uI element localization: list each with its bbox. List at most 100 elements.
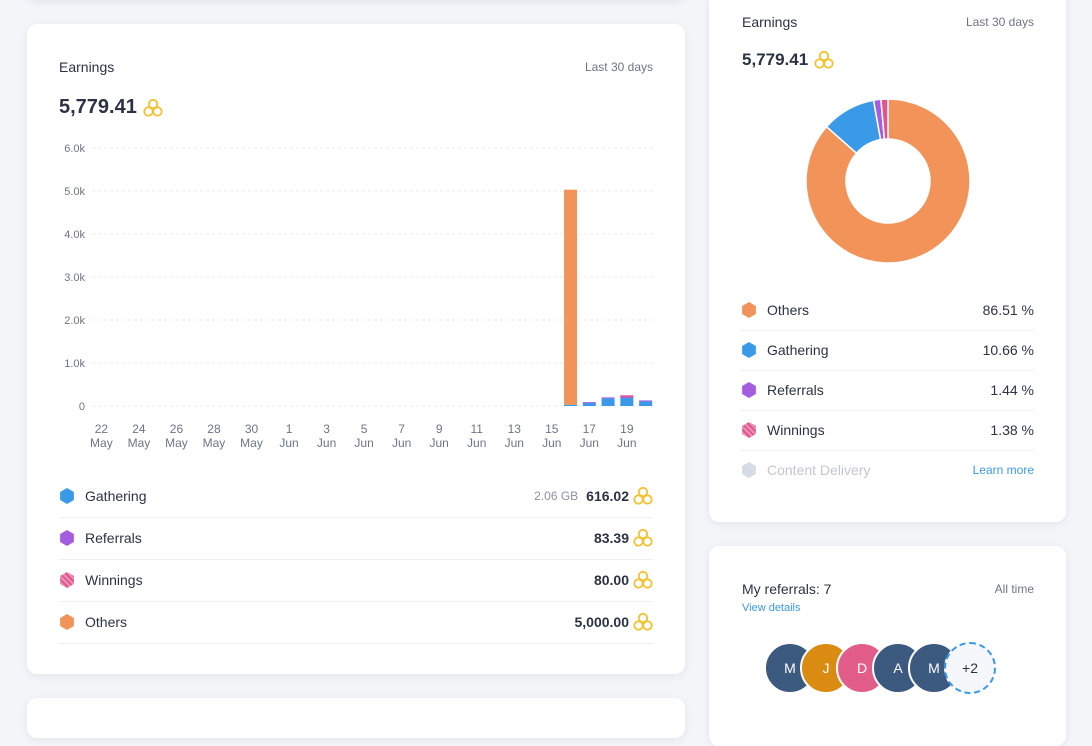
- x-tick-day: 30: [245, 422, 259, 436]
- coins-icon: [814, 50, 834, 69]
- earnings-title: Earnings: [59, 59, 115, 75]
- earnings-card: Earnings Last 30 days 5,779.41 6.0k 5.0k 4…: [27, 24, 685, 674]
- x-tick-month: May: [240, 436, 263, 450]
- bar-segment-gathering: [582, 402, 596, 406]
- y-tick-label: 2.0k: [64, 315, 85, 327]
- x-tick-day: 24: [132, 422, 146, 436]
- bar-segment-referrals: [582, 402, 596, 404]
- x-tick-day: 3: [323, 422, 330, 436]
- legend-label: Gathering: [85, 488, 147, 504]
- x-tick-month: May: [203, 436, 226, 450]
- pie-row-gathering: Gathering 10.66 %: [741, 330, 1034, 371]
- legend-amount: 616.02: [586, 488, 629, 504]
- legend-value: 80.00: [594, 570, 653, 590]
- more-referrals-badge[interactable]: +2: [944, 642, 996, 694]
- hexagon-icon: [60, 530, 74, 546]
- x-tick-day: 15: [545, 422, 559, 436]
- x-tick-month: Jun: [279, 436, 298, 450]
- donut-slice-winnings: [880, 98, 889, 140]
- y-tick-label: 4.0k: [64, 229, 85, 241]
- legend-row-winnings: Winnings 80.00: [59, 559, 653, 602]
- view-details-link[interactable]: View details: [742, 602, 801, 614]
- side-earnings-period: Last 30 days: [965, 15, 1034, 29]
- y-tick-label: 0: [79, 401, 85, 413]
- x-tick-day: 17: [583, 422, 597, 436]
- legend-extra: 2.06 GB: [534, 489, 579, 503]
- pie-percentage: 1.38 %: [990, 422, 1034, 438]
- x-tick-month: Jun: [317, 436, 336, 450]
- x-tick-month: Jun: [617, 436, 636, 450]
- legend-value: 5,000.00: [575, 612, 654, 632]
- x-tick-month: May: [90, 436, 113, 450]
- x-tick-day: 26: [170, 422, 184, 436]
- pie-percentage: 1.44 %: [990, 382, 1034, 398]
- x-tick-day: 22: [95, 422, 109, 436]
- x-tick-day: 28: [207, 422, 221, 436]
- legend-label: Referrals: [85, 530, 142, 546]
- x-tick-month: May: [128, 436, 151, 450]
- x-tick-month: Jun: [354, 436, 373, 450]
- x-tick-month: Jun: [392, 436, 411, 450]
- bar-segment-gathering: [639, 401, 653, 406]
- hexagon-icon: [742, 382, 756, 398]
- donut-slice-others: [805, 98, 971, 264]
- legend-label: Winnings: [85, 572, 143, 588]
- earnings-total-value: 5,779.41: [59, 96, 137, 118]
- pie-label: Winnings: [767, 422, 825, 438]
- legend-label: Others: [85, 614, 128, 630]
- x-tick-month: Jun: [467, 436, 486, 450]
- pie-label: Gathering: [767, 342, 829, 358]
- hexagon-icon: [60, 488, 74, 504]
- hexagon-icon: [742, 302, 756, 318]
- hexagon-icon: [742, 342, 756, 358]
- bar-segment-referrals: [639, 400, 653, 402]
- pie-row-content-delivery: Content Delivery Learn more: [741, 450, 1034, 490]
- earnings-period: Last 30 days: [584, 60, 653, 74]
- learn-more-link[interactable]: Learn more: [972, 463, 1034, 477]
- legend-amount: 80.00: [593, 572, 629, 588]
- avatar-group: M J D A M +2: [764, 642, 1014, 694]
- coins-icon: [633, 612, 653, 632]
- coins-icon: [633, 528, 653, 548]
- y-tick-label: 3.0k: [64, 272, 85, 284]
- earnings-total: 5,779.41: [59, 96, 163, 119]
- bar-segment-gathering: [601, 398, 615, 406]
- bar-segment-others: [564, 189, 578, 405]
- bar-segment-gathering: [564, 404, 578, 406]
- bar-segment-referrals: [601, 397, 615, 399]
- legend-row-referrals: Referrals 83.39: [59, 517, 653, 560]
- bar-segment-gathering: [620, 397, 634, 406]
- side-earnings-total: 5,779.41: [742, 50, 834, 70]
- x-tick-day: 1: [286, 422, 293, 436]
- x-tick-day: 19: [620, 422, 634, 436]
- x-tick-day: 7: [398, 422, 405, 436]
- content-delivery-label: Content Delivery: [767, 462, 871, 478]
- legend-row-gathering: Gathering 2.06 GB 616.02: [59, 475, 653, 518]
- bottom-card-partial: [27, 698, 685, 738]
- x-tick-day: 13: [508, 422, 522, 436]
- pie-row-others: Others 86.51 %: [741, 290, 1034, 331]
- coins-icon: [143, 98, 163, 117]
- legend-value: 2.06 GB 616.02: [534, 486, 653, 506]
- side-earnings-total-value: 5,779.41: [742, 50, 809, 69]
- pie-percentage: 86.51 %: [982, 302, 1034, 318]
- pie-row-winnings: Winnings 1.38 %: [741, 410, 1034, 451]
- x-tick-month: Jun: [430, 436, 449, 450]
- legend-value: 83.39: [594, 528, 653, 548]
- bar-segment-referrals: [620, 396, 634, 398]
- bar-segment-winnings: [620, 395, 634, 397]
- x-tick-month: Jun: [542, 436, 561, 450]
- pie-row-referrals: Referrals 1.44 %: [741, 370, 1034, 411]
- legend-row-others: Others 5,000.00: [59, 601, 653, 644]
- x-tick-day: 5: [361, 422, 368, 436]
- earnings-donut-chart: [805, 98, 971, 264]
- referrals-title: My referrals: 7: [742, 581, 832, 597]
- pie-label: Referrals: [767, 382, 824, 398]
- y-tick-label: 5.0k: [64, 186, 85, 198]
- x-tick-day: 9: [436, 422, 443, 436]
- side-earnings-title: Earnings: [742, 14, 798, 30]
- x-tick-month: Jun: [505, 436, 524, 450]
- x-tick-month: May: [165, 436, 188, 450]
- x-tick-month: Jun: [580, 436, 599, 450]
